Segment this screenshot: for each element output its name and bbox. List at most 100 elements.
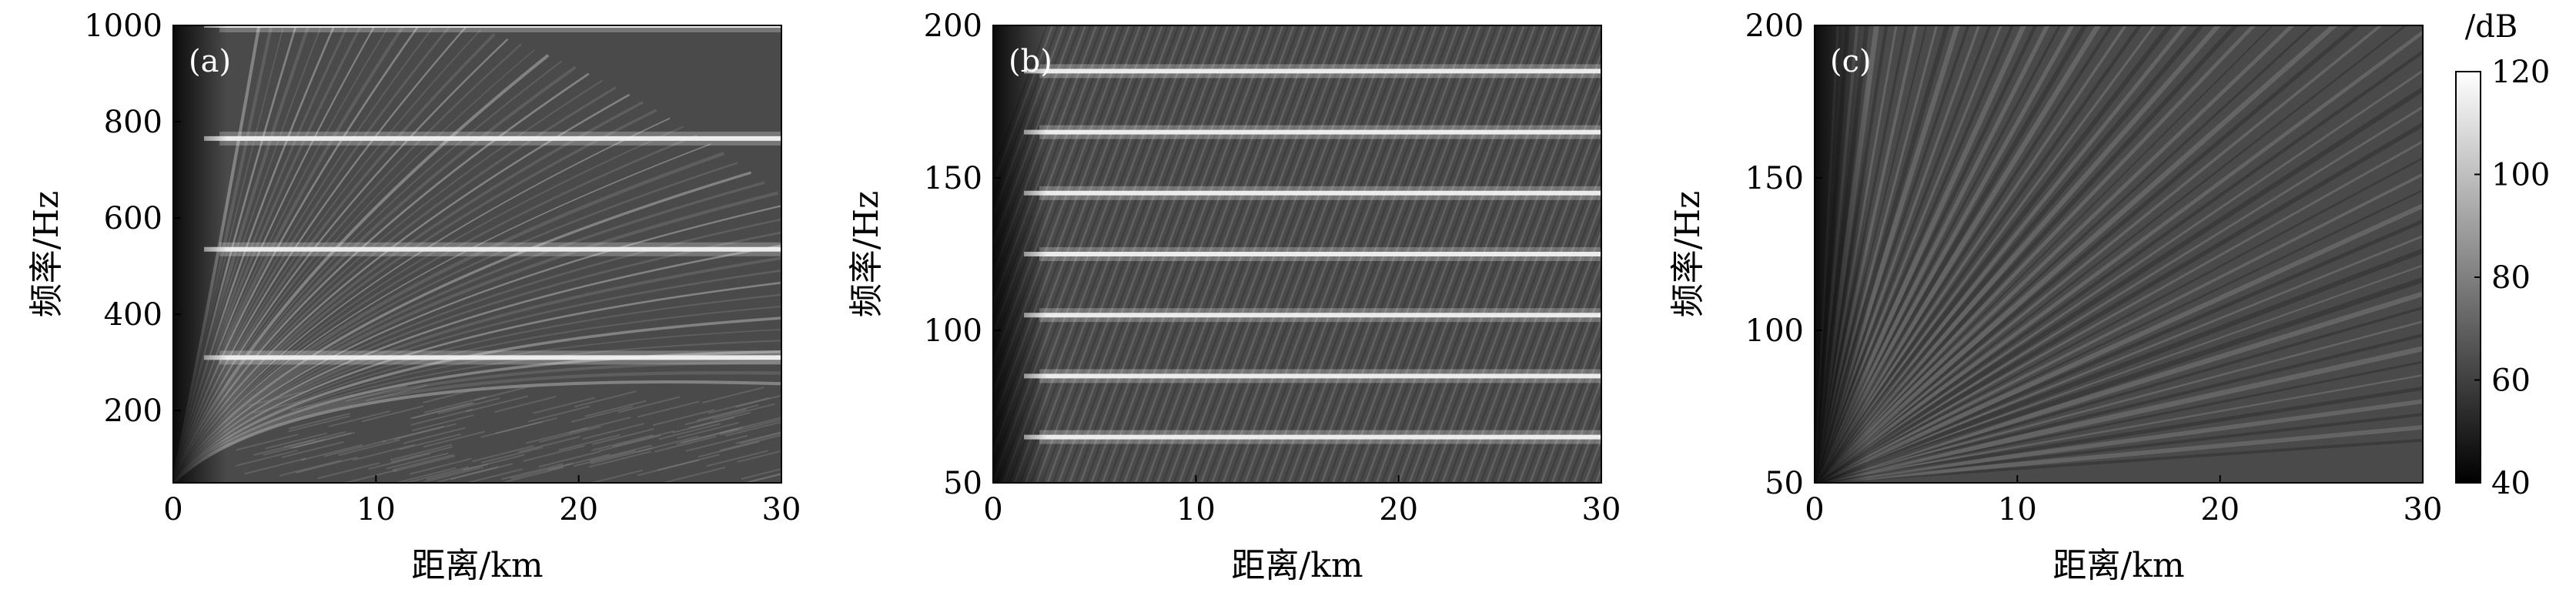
- panel-tag: (c): [1830, 44, 1872, 79]
- striation: [523, 444, 585, 462]
- x-tick-label: 0: [163, 492, 182, 527]
- striation: [1815, 25, 2274, 483]
- striation: [688, 411, 751, 429]
- heatmap-image: [173, 25, 781, 483]
- striation: [289, 432, 352, 450]
- striation: [713, 403, 775, 420]
- striation: [702, 387, 764, 404]
- striation: [1815, 25, 2038, 483]
- striation: [1815, 425, 2423, 483]
- striation: [1815, 203, 2423, 483]
- striation: [654, 435, 717, 453]
- striation: [1815, 25, 2257, 483]
- striation: [1815, 25, 2062, 483]
- striation: [1815, 49, 2423, 483]
- striation: [592, 428, 654, 445]
- striation: [1815, 25, 2315, 483]
- striation: [735, 394, 781, 408]
- striation: [328, 410, 391, 427]
- striation: [423, 430, 486, 448]
- striation: [1815, 25, 1992, 483]
- striation: [392, 454, 455, 471]
- striation: [265, 432, 327, 450]
- striation: [494, 396, 557, 413]
- striation: [584, 400, 647, 417]
- striation: [685, 434, 748, 452]
- striation: [1815, 25, 2205, 483]
- striation: [1815, 25, 2222, 483]
- striation: [1815, 25, 2114, 483]
- striation: [706, 450, 769, 467]
- striation: [403, 427, 466, 444]
- striation: [288, 415, 351, 433]
- striation: [1815, 25, 2027, 483]
- striation: [390, 446, 453, 464]
- striation: [290, 393, 353, 411]
- striation: [1815, 306, 2423, 483]
- striation: [1815, 291, 2423, 483]
- y-tick-label: 100: [1745, 313, 1804, 349]
- striation: [1815, 25, 2339, 483]
- striation: [1815, 140, 2423, 483]
- striation: [1815, 105, 2423, 483]
- x-tick-label: 0: [1805, 492, 1824, 527]
- striation: [236, 449, 298, 467]
- striation: [589, 469, 644, 483]
- striation: [353, 444, 415, 461]
- striation: [525, 427, 588, 444]
- panel-b: 0 10 20 30 50 100 150 200 距离/km 频率/Hz (b): [847, 8, 1798, 585]
- y-tick-label: 200: [924, 8, 982, 44]
- striation: [724, 420, 781, 437]
- striation: [532, 397, 595, 414]
- striation: [1540, 317, 1601, 483]
- striation: [574, 450, 636, 467]
- striation: [413, 401, 475, 419]
- striation: [406, 466, 470, 483]
- striation: [1815, 189, 2423, 483]
- striation: [658, 423, 721, 440]
- colorbar-tick-label: 100: [2491, 158, 2550, 193]
- striation: [244, 457, 306, 475]
- striation: [676, 427, 738, 445]
- striation: [365, 384, 428, 402]
- striation: [637, 459, 700, 477]
- striation: [394, 423, 457, 440]
- y-tick-label: 150: [924, 161, 982, 196]
- colorbar-unit-label: /dB: [2465, 9, 2517, 45]
- striation: [1815, 25, 2102, 483]
- striation: [528, 405, 590, 423]
- x-tick-label: 30: [1582, 492, 1621, 527]
- striation: [1534, 303, 1601, 483]
- striation: [681, 427, 743, 444]
- striation: [1815, 25, 2143, 483]
- striation: [421, 466, 483, 483]
- striation: [409, 457, 472, 475]
- panel-tag: (b): [1009, 44, 1052, 79]
- striation: [1815, 276, 2423, 483]
- striation: [547, 454, 611, 471]
- x-axis-label: 距离/km: [1231, 546, 1363, 585]
- heatmap-image: [993, 25, 1798, 483]
- striation: [1815, 346, 2423, 483]
- striation: [1815, 25, 2296, 483]
- striation: [410, 402, 473, 420]
- striation: [253, 397, 316, 414]
- y-tick-label: 400: [104, 297, 162, 333]
- striation: [677, 421, 739, 439]
- striation: [480, 420, 543, 438]
- colorbar-tick-label: 80: [2491, 260, 2531, 296]
- striation: [464, 468, 523, 483]
- x-axis-label: 距离/km: [411, 546, 543, 585]
- striation: [1567, 391, 1601, 483]
- striation: [288, 412, 351, 430]
- striation: [423, 386, 485, 403]
- striation: [283, 430, 346, 448]
- striation: [1815, 25, 2360, 483]
- y-tick-label: 600: [104, 201, 162, 236]
- x-axis-label: 距离/km: [2052, 546, 2184, 585]
- striation: [1629, 25, 1798, 483]
- x-tick-label: 10: [356, 492, 396, 527]
- striation: [697, 404, 759, 422]
- striation: [510, 462, 573, 480]
